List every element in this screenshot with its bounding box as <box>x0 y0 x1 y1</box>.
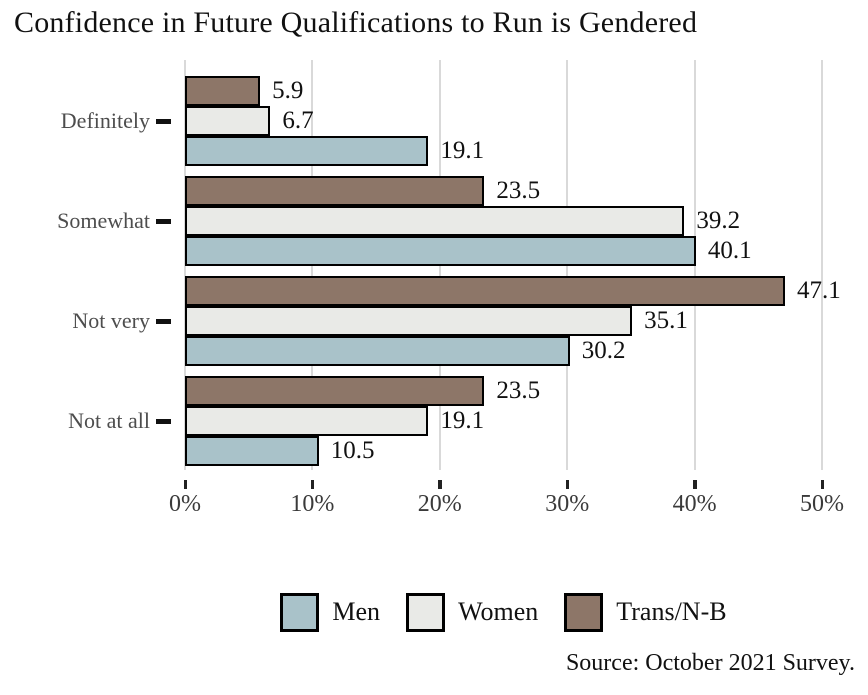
chart-title: Confidence in Future Qualifications to R… <box>14 6 698 39</box>
x-tick <box>183 480 187 489</box>
x-tick-label: 20% <box>417 491 462 517</box>
legend-label: Trans/N-B <box>616 597 727 626</box>
bar-value-label: 40.1 <box>707 237 752 264</box>
bar <box>185 106 271 136</box>
bar <box>185 206 685 236</box>
bar <box>185 136 429 166</box>
bar-value-label: 6.7 <box>282 107 314 134</box>
bar-value-label: 23.5 <box>496 177 541 204</box>
bar-value-label: 39.2 <box>696 207 741 234</box>
bar <box>185 406 429 436</box>
bar <box>185 176 485 206</box>
bar <box>185 376 485 406</box>
y-axis-label: Somewhat <box>57 208 150 233</box>
bar-value-label: 47.1 <box>797 277 841 304</box>
legend-label: Women <box>458 597 539 626</box>
bar <box>185 436 319 466</box>
bar-value-label: 19.1 <box>440 407 485 434</box>
bar <box>185 76 261 106</box>
legend: Men Women Trans/N-B <box>185 589 822 635</box>
x-tick <box>820 480 824 489</box>
legend-label: Men <box>332 597 381 626</box>
bar <box>185 306 633 336</box>
y-tick <box>156 119 171 124</box>
x-tick-label: 50% <box>800 491 844 517</box>
gridline <box>821 60 823 470</box>
y-axis-label: Not very <box>72 308 150 333</box>
y-tick <box>156 419 171 424</box>
bar-value-label: 23.5 <box>496 377 541 404</box>
legend-item: Women <box>406 592 539 632</box>
bar <box>185 236 696 266</box>
x-tick-label: 40% <box>672 491 717 517</box>
bar-value-label: 5.9 <box>272 77 304 104</box>
y-tick <box>156 319 171 324</box>
legend-swatch <box>406 592 446 632</box>
x-tick-label: 0% <box>169 491 201 517</box>
y-axis-label: Not at all <box>68 408 150 433</box>
plot-panel: 5.9 6.7 19.1 23.5 39.2 40.1 47.1 35.1 30.2 23.5 19… <box>184 60 841 470</box>
legend-swatch <box>564 592 604 632</box>
bar <box>185 336 570 366</box>
source-note: Source: October 2021 Survey. <box>565 650 855 676</box>
x-tick-label: 30% <box>545 491 590 517</box>
x-tick-label: 10% <box>290 491 335 517</box>
bar <box>185 276 786 306</box>
x-tick <box>310 480 315 489</box>
legend-item: Trans/N-B <box>564 592 727 632</box>
x-tick <box>565 480 570 489</box>
legend-swatch <box>280 592 320 632</box>
bar-value-label: 35.1 <box>644 307 688 334</box>
x-tick <box>693 480 697 489</box>
bar-value-label: 10.5 <box>330 437 375 464</box>
y-tick <box>156 219 171 224</box>
legend-item: Men <box>280 592 381 632</box>
bar-value-label: 30.2 <box>581 337 626 364</box>
x-tick <box>438 480 442 489</box>
y-axis-label: Definitely <box>60 108 150 133</box>
bar-value-label: 19.1 <box>440 137 485 164</box>
